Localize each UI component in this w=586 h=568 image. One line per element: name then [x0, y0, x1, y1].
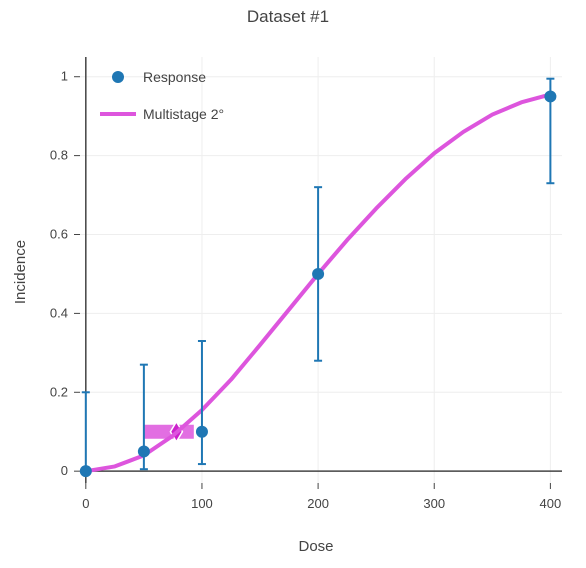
response-point: [312, 267, 325, 280]
response-point-group: [79, 90, 557, 478]
x-axis-label: Dose: [298, 538, 333, 555]
x-tick-label: 100: [191, 496, 213, 511]
x-tick-label: 0: [82, 496, 89, 511]
response-point: [137, 445, 150, 458]
legend-response-label: Response: [143, 69, 206, 85]
x-tick-label: 400: [540, 496, 562, 511]
y-tick-label: 0.6: [50, 227, 68, 242]
legend: Response Multistage 2°: [100, 69, 224, 122]
response-point: [544, 90, 557, 103]
error-bar: [197, 340, 206, 466]
y-tick-label: 0.4: [50, 305, 68, 320]
legend-model-label: Multistage 2°: [143, 106, 224, 122]
response-point: [79, 465, 92, 478]
error-bar-group: [81, 77, 555, 473]
chart-title: Dataset #1: [247, 7, 329, 26]
y-tick-label: 0.8: [50, 148, 68, 163]
x-tick-label: 200: [307, 496, 329, 511]
axes: 0 100 200 300 400 0 0.2 0.4 0.6 0.8 1: [50, 57, 562, 511]
y-axis-label: Incidence: [12, 240, 29, 304]
y-tick-label: 0: [61, 463, 68, 478]
y-tick-label: 1: [61, 69, 68, 84]
x-tick-label: 300: [423, 496, 445, 511]
response-point: [195, 425, 208, 438]
y-tick-label: 0.2: [50, 384, 68, 399]
legend-response-swatch: [112, 71, 124, 83]
